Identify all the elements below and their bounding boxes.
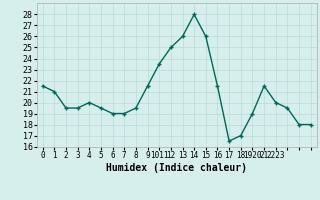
X-axis label: Humidex (Indice chaleur): Humidex (Indice chaleur)	[106, 162, 247, 173]
